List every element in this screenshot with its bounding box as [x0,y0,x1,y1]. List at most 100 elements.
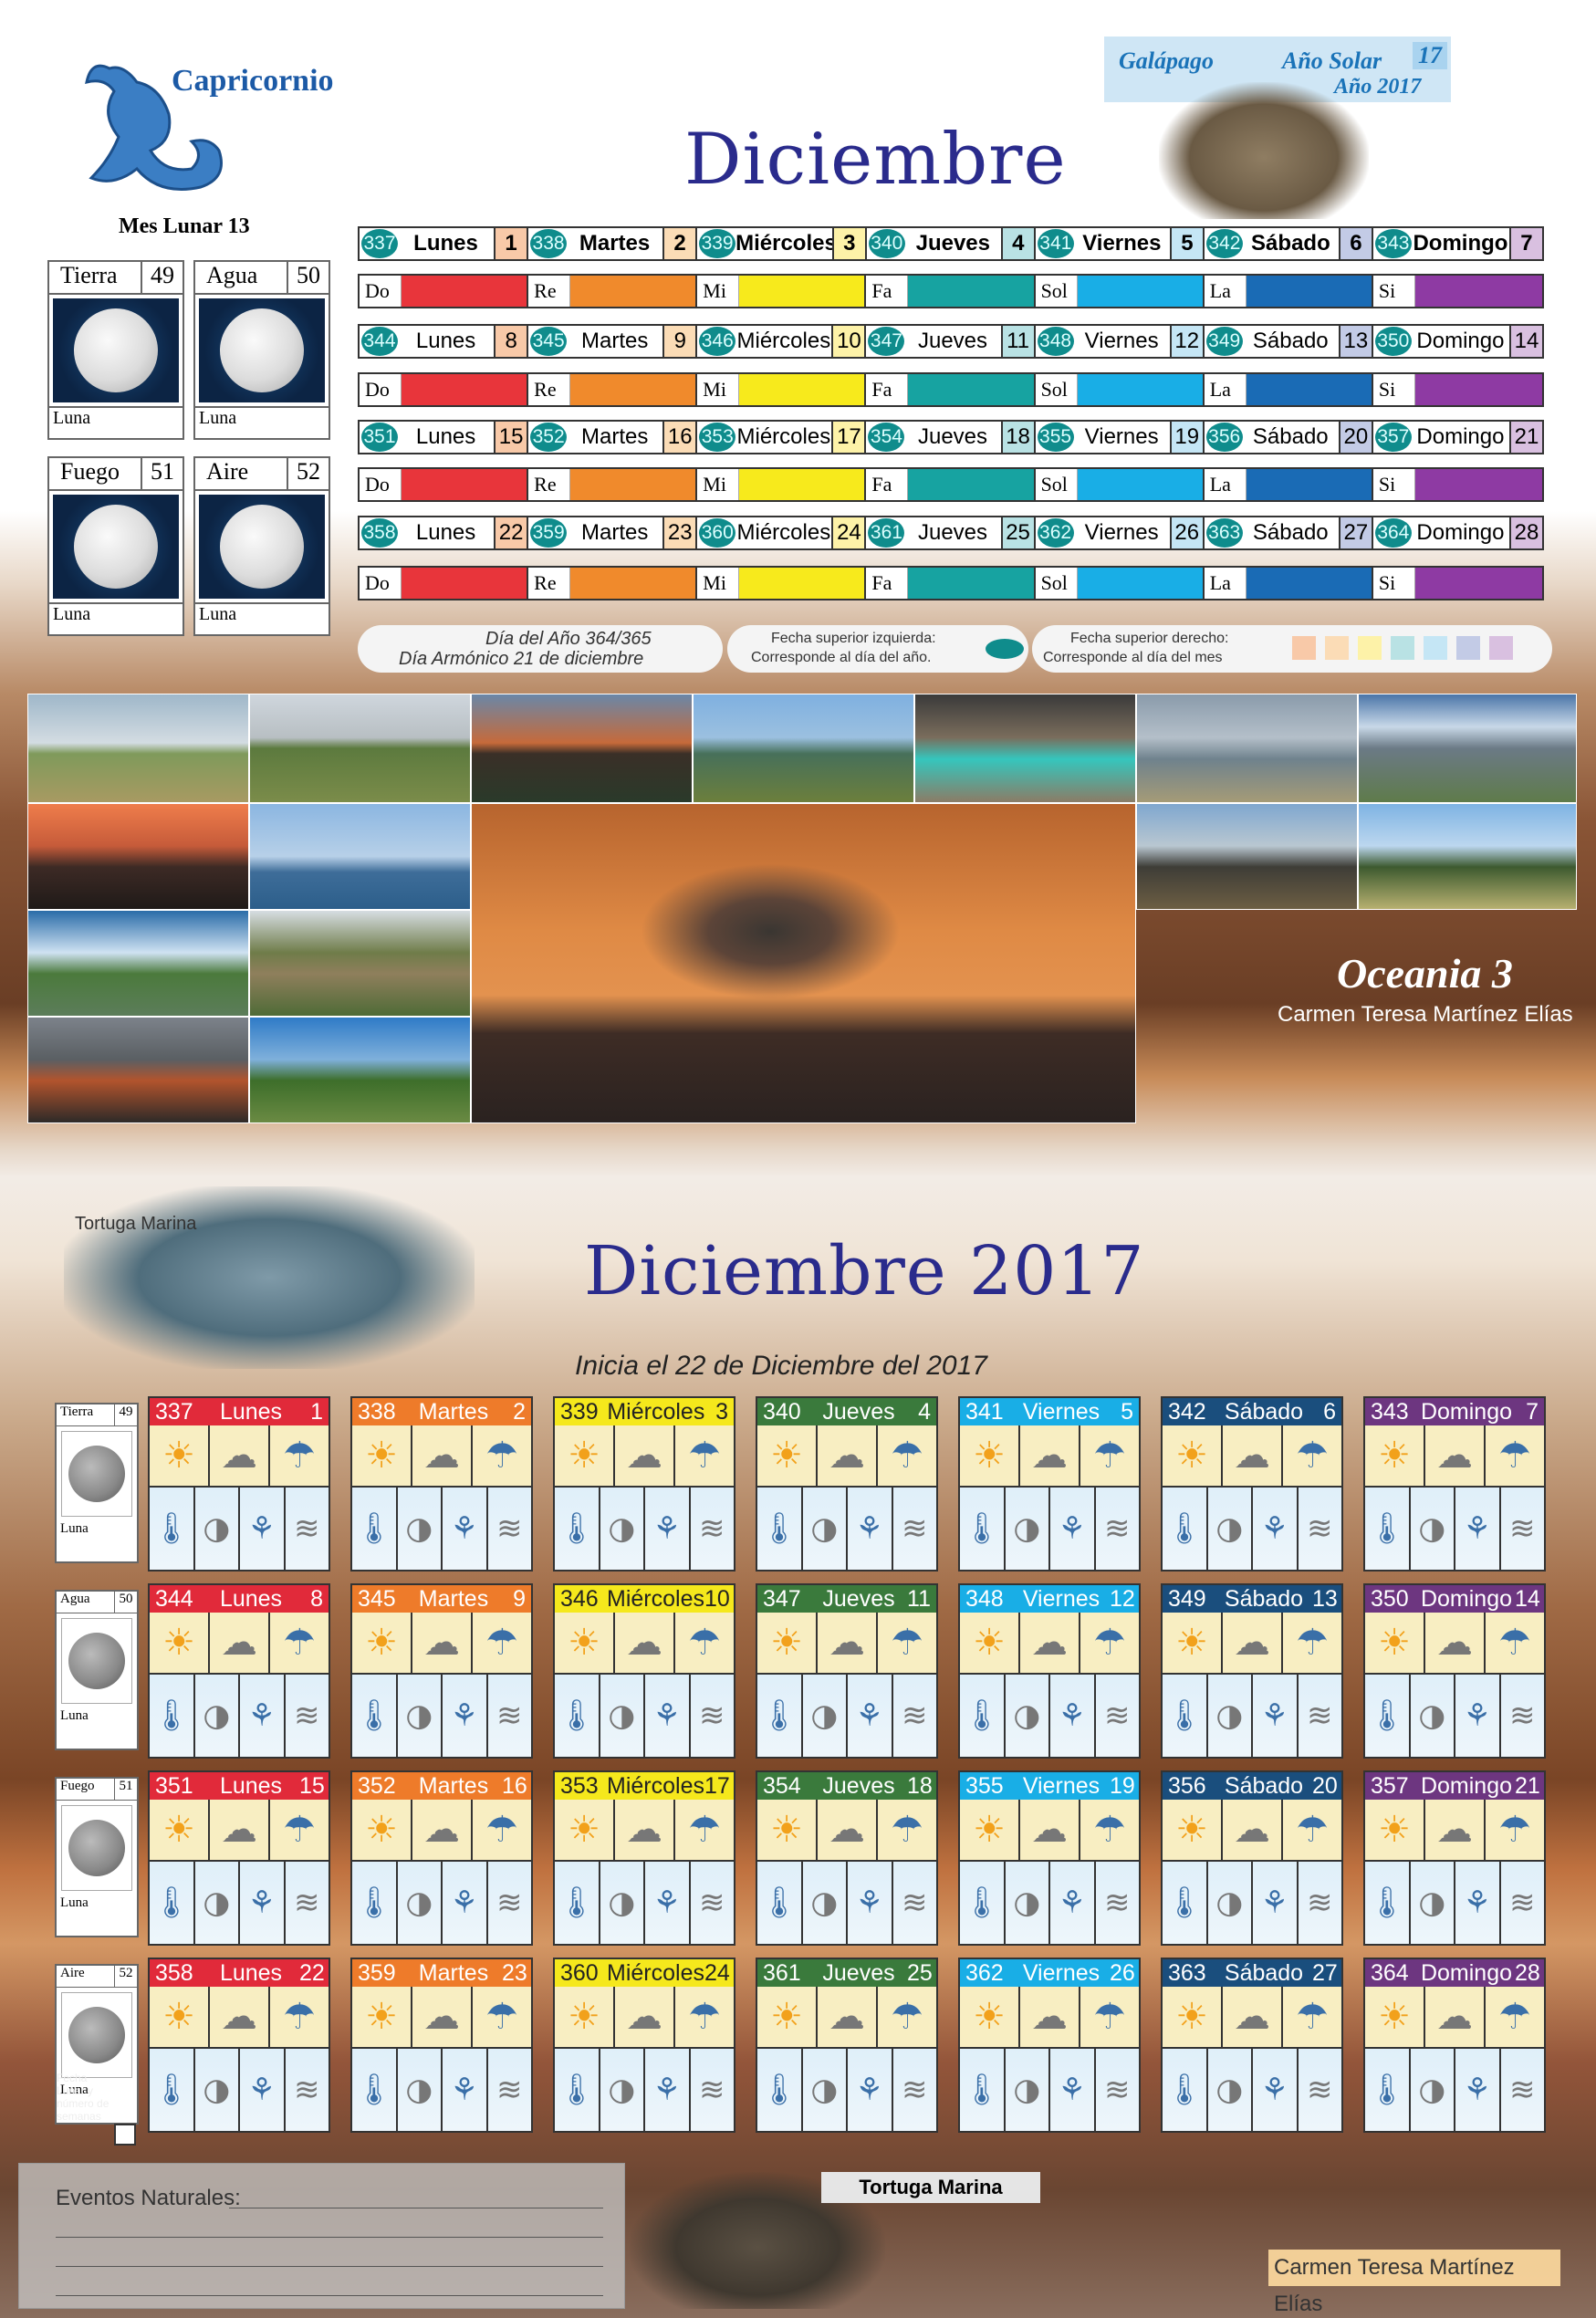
sun-icon[interactable]: ☀ [352,1987,412,2047]
wind-icon[interactable]: ≋ [496,1885,523,1921]
cloud-icon[interactable]: ☁ [818,1800,878,1860]
moon-phase-icon[interactable]: ◑ [1208,1862,1253,1944]
week-day-cell[interactable]: 360 Miércoles 24 [697,517,867,548]
write-line[interactable] [56,2266,603,2267]
moon-phase-icon[interactable]: ◑ [1411,1488,1455,1570]
moon-phase-icon[interactable]: ◑ [600,1862,645,1944]
palm-tree-icon[interactable]: ⚘ [645,2049,691,2131]
wind-icon[interactable]: ≋ [902,1697,928,1734]
day-card[interactable]: 359 Martes 23 ☀ ☁ ☂ 🌡 ◑ ⚘ ≋ [350,1958,533,2133]
rain-cloud-icon[interactable]: ☂ [891,1435,923,1477]
cloud-icon[interactable]: ☁ [412,1800,473,1860]
rain-cloud-icon[interactable]: ☂ [1296,1435,1329,1477]
sun-icon[interactable]: ☀ [960,1987,1020,2047]
sun-icon[interactable]: ☀ [1365,1987,1425,2047]
cloud-icon[interactable]: ☁ [818,1425,878,1486]
cloud-icon[interactable]: ☁ [615,1613,675,1673]
palm-tree-icon[interactable]: ⚘ [1050,1675,1096,1757]
rain-cloud-icon[interactable]: ☂ [1498,1435,1531,1477]
cloud-icon[interactable]: ☁ [615,1987,675,2047]
wind-icon[interactable]: ≋ [1104,1697,1131,1734]
palm-tree-icon[interactable]: ⚘ [1050,1862,1096,1944]
rain-cloud-icon[interactable]: ☂ [891,1809,923,1851]
day-card[interactable]: 343 Domingo 7 ☀ ☁ ☂ 🌡 ◑ ⚘ ≋ [1363,1396,1546,1571]
day-card[interactable]: 352 Martes 16 ☀ ☁ ☂ 🌡 ◑ ⚘ ≋ [350,1770,533,1946]
rain-cloud-icon[interactable]: ☂ [283,1622,316,1664]
wind-icon[interactable]: ≋ [294,1885,320,1921]
cloud-icon[interactable]: ☁ [412,1613,473,1673]
moon-phase-icon[interactable]: ◑ [1411,2049,1455,2131]
day-card[interactable]: 353 Miércoles 17 ☀ ☁ ☂ 🌡 ◑ ⚘ ≋ [553,1770,735,1946]
palm-tree-icon[interactable]: ⚘ [1253,2049,1299,2131]
palm-tree-icon[interactable]: ⚘ [1455,1675,1501,1757]
wind-icon[interactable]: ≋ [294,1697,320,1734]
wind-icon[interactable]: ≋ [1307,1510,1333,1547]
sun-icon[interactable]: ☀ [757,1613,818,1673]
moon-phase-icon[interactable]: ◑ [398,1675,443,1757]
palm-tree-icon[interactable]: ⚘ [443,1488,488,1570]
rain-cloud-icon[interactable]: ☂ [283,1435,316,1477]
sun-icon[interactable]: ☀ [757,1800,818,1860]
week-day-cell[interactable]: 344 Lunes 8 [360,326,529,357]
moon-phase-icon[interactable]: ◑ [600,1675,645,1757]
day-card[interactable]: 355 Viernes 19 ☀ ☁ ☂ 🌡 ◑ ⚘ ≋ [958,1770,1141,1946]
thermometer-icon[interactable]: 🌡 [960,2049,1006,2131]
moon-phase-icon[interactable]: ◑ [803,1862,848,1944]
wind-icon[interactable]: ≋ [699,2072,725,2108]
moon-phase-icon[interactable]: ◑ [1208,2049,1253,2131]
week-day-cell[interactable]: 354 Jueves 18 [866,422,1036,453]
rain-cloud-icon[interactable]: ☂ [1093,1809,1126,1851]
sun-icon[interactable]: ☀ [555,1800,615,1860]
week-day-cell[interactable]: 355 Viernes 19 [1036,422,1205,453]
moon-phase-icon[interactable]: ◑ [398,1488,443,1570]
sun-icon[interactable]: ☀ [1163,1987,1223,2047]
thermometer-icon[interactable]: 🌡 [1163,1862,1208,1944]
palm-tree-icon[interactable]: ⚘ [1455,2049,1501,2131]
sun-icon[interactable]: ☀ [757,1987,818,2047]
cloud-icon[interactable]: ☁ [210,1800,270,1860]
week-day-cell[interactable]: 357 Domingo 21 [1373,422,1542,453]
sun-icon[interactable]: ☀ [1365,1613,1425,1673]
moon-phase-icon[interactable]: ◑ [1006,1488,1050,1570]
day-card[interactable]: 360 Miércoles 24 ☀ ☁ ☂ 🌡 ◑ ⚘ ≋ [553,1958,735,2133]
thermometer-icon[interactable]: 🌡 [1163,1488,1208,1570]
sun-icon[interactable]: ☀ [150,1987,210,2047]
sun-icon[interactable]: ☀ [960,1800,1020,1860]
palm-tree-icon[interactable]: ⚘ [1455,1862,1501,1944]
sun-icon[interactable]: ☀ [555,1425,615,1486]
week-day-cell[interactable]: 338 Martes 2 [528,228,698,259]
thermometer-icon[interactable]: 🌡 [1163,1675,1208,1757]
rain-cloud-icon[interactable]: ☂ [891,1622,923,1664]
cloud-icon[interactable]: ☁ [818,1987,878,2047]
wind-icon[interactable]: ≋ [1104,2072,1131,2108]
palm-tree-icon[interactable]: ⚘ [240,1675,286,1757]
thermometer-icon[interactable]: 🌡 [150,1488,195,1570]
week-day-cell[interactable]: 356 Sábado 20 [1205,422,1373,453]
sun-icon[interactable]: ☀ [1163,1800,1223,1860]
cloud-icon[interactable]: ☁ [1425,1800,1486,1860]
rain-cloud-icon[interactable]: ☂ [1093,1435,1126,1477]
week-day-cell[interactable]: 348 Viernes 12 [1036,326,1205,357]
wind-icon[interactable]: ≋ [1104,1885,1131,1921]
sun-icon[interactable]: ☀ [1365,1800,1425,1860]
sun-icon[interactable]: ☀ [352,1800,412,1860]
week-day-cell[interactable]: 353 Miércoles 17 [697,422,867,453]
day-card[interactable]: 341 Viernes 5 ☀ ☁ ☂ 🌡 ◑ ⚘ ≋ [958,1396,1141,1571]
rain-cloud-icon[interactable]: ☂ [1498,1622,1531,1664]
thermometer-icon[interactable]: 🌡 [757,1675,803,1757]
cloud-icon[interactable]: ☁ [210,1425,270,1486]
rain-cloud-icon[interactable]: ☂ [1093,1622,1126,1664]
wind-icon[interactable]: ≋ [1509,1510,1536,1547]
moon-phase-icon[interactable]: ◑ [1411,1862,1455,1944]
wind-icon[interactable]: ≋ [1307,1885,1333,1921]
cloud-icon[interactable]: ☁ [818,1613,878,1673]
cloud-icon[interactable]: ☁ [1223,1613,1283,1673]
wind-icon[interactable]: ≋ [496,1697,523,1734]
moon-phase-icon[interactable]: ◑ [195,1862,240,1944]
rain-cloud-icon[interactable]: ☂ [1296,1622,1329,1664]
thermometer-icon[interactable]: 🌡 [960,1675,1006,1757]
thermometer-icon[interactable]: 🌡 [1365,1862,1411,1944]
thermometer-icon[interactable]: 🌡 [352,1488,398,1570]
week-day-cell[interactable]: 349 Sábado 13 [1205,326,1373,357]
rain-cloud-icon[interactable]: ☂ [688,1996,721,2038]
